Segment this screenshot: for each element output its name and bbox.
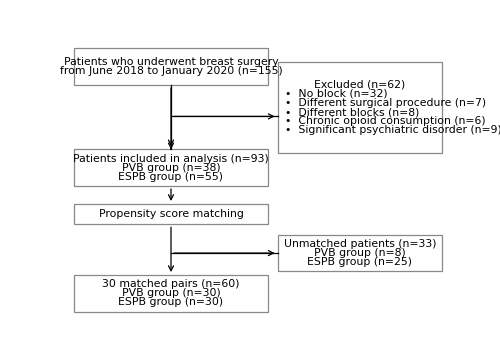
Text: •  Different surgical procedure (n=7): • Different surgical procedure (n=7) [286, 98, 486, 108]
Text: Propensity score matching: Propensity score matching [98, 209, 244, 219]
Text: Unmatched patients (n=33): Unmatched patients (n=33) [284, 239, 436, 249]
Text: Patients who underwent breast surgery: Patients who underwent breast surgery [64, 57, 278, 67]
FancyBboxPatch shape [74, 48, 268, 85]
Text: PVB group (n=38): PVB group (n=38) [122, 163, 220, 173]
FancyBboxPatch shape [74, 275, 268, 312]
Text: •  Different blocks (n=8): • Different blocks (n=8) [286, 107, 420, 117]
Text: Excluded (n=62): Excluded (n=62) [314, 80, 406, 90]
Text: PVB group (n=30): PVB group (n=30) [122, 288, 220, 299]
FancyBboxPatch shape [74, 149, 268, 186]
Text: from June 2018 to January 2020 (n=155): from June 2018 to January 2020 (n=155) [60, 66, 282, 76]
Text: •  No block (n=32): • No block (n=32) [286, 89, 388, 99]
Text: ESPB group (n=55): ESPB group (n=55) [118, 172, 224, 182]
Text: •  Significant psychiatric disorder (n=9): • Significant psychiatric disorder (n=9) [286, 125, 500, 135]
FancyBboxPatch shape [74, 204, 268, 224]
FancyBboxPatch shape [278, 62, 442, 153]
Text: PVB group (n=8): PVB group (n=8) [314, 248, 406, 258]
Text: •  Chronic opioid consumption (n=6): • Chronic opioid consumption (n=6) [286, 116, 486, 126]
Text: Patients included in analysis (n=93): Patients included in analysis (n=93) [73, 154, 269, 164]
Text: ESPB group (n=25): ESPB group (n=25) [308, 257, 412, 267]
Text: 30 matched pairs (n=60): 30 matched pairs (n=60) [102, 279, 240, 289]
Text: ESPB group (n=30): ESPB group (n=30) [118, 297, 224, 307]
FancyBboxPatch shape [278, 235, 442, 271]
